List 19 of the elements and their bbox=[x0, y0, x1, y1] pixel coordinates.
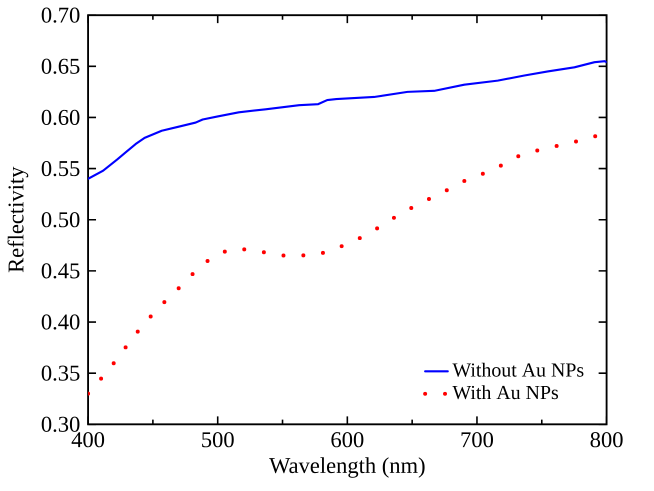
y-tick-label: 0.65 bbox=[42, 58, 80, 74]
x-tick-label: 800 bbox=[590, 432, 623, 448]
x-tick-label: 400 bbox=[72, 432, 104, 448]
legend-label: With Au NPs bbox=[452, 385, 558, 400]
legend-label: Without Au NPs bbox=[452, 362, 584, 378]
x-tick-label: 600 bbox=[331, 432, 364, 448]
y-tick-label: 0.70 bbox=[42, 8, 80, 24]
x-axis-title: Wavelength (nm) bbox=[269, 457, 425, 478]
y-tick-label: 0.35 bbox=[42, 366, 80, 382]
y-tick-label: 0.50 bbox=[42, 212, 80, 228]
line-series bbox=[88, 60, 607, 180]
y-tick-label: 0.55 bbox=[42, 161, 80, 176]
x-tick-label: 700 bbox=[462, 432, 494, 448]
x-tick-label: 500 bbox=[202, 432, 234, 448]
y-axis-title: Reflectivity bbox=[8, 166, 28, 272]
y-tick-label: 0.45 bbox=[42, 263, 80, 279]
y-tick-label: 0.40 bbox=[42, 314, 80, 330]
y-tick-label: 0.60 bbox=[42, 110, 80, 126]
y-tick-label: 0.30 bbox=[42, 416, 80, 432]
